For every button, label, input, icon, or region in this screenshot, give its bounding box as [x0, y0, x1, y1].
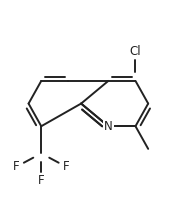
Text: Cl: Cl: [130, 44, 141, 58]
Text: F: F: [13, 160, 19, 174]
Text: F: F: [38, 174, 45, 187]
Text: F: F: [63, 160, 70, 174]
Text: N: N: [104, 120, 113, 133]
